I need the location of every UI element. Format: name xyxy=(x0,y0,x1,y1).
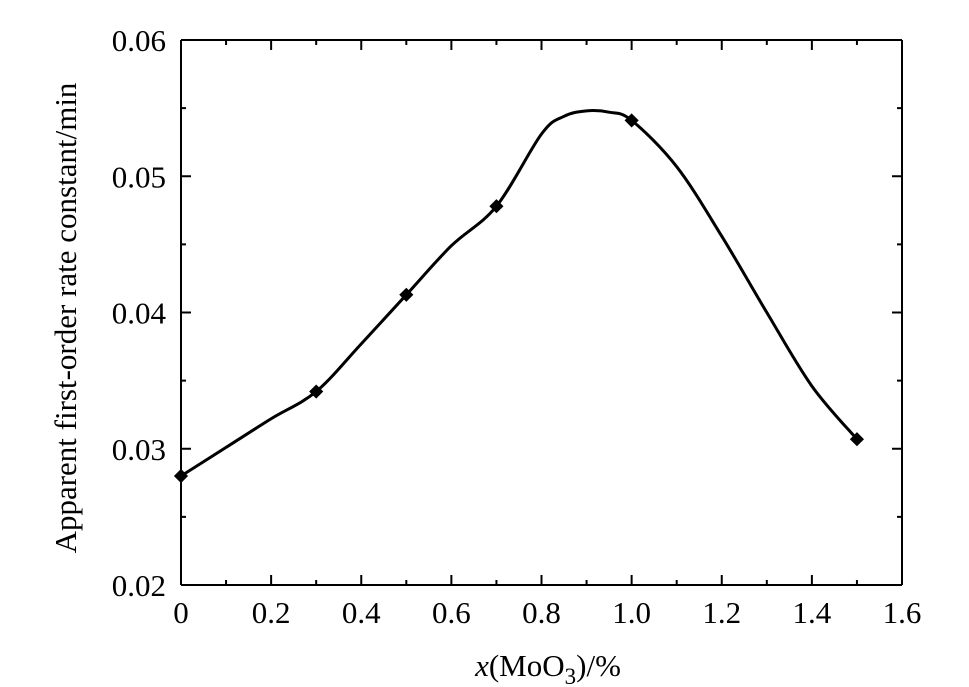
y-tick-label: 0.04 xyxy=(112,296,167,331)
y-tick-label: 0.05 xyxy=(112,159,166,194)
data-point xyxy=(624,113,639,128)
x-ticks: 0 0.2 0.4 0.6 0.8 1.0 1.2 1.4 1.6 xyxy=(173,40,921,630)
data-point xyxy=(849,432,865,447)
x-tick-label: 1.0 xyxy=(612,595,651,630)
x-tick-label: 0.4 xyxy=(342,595,381,630)
y-ticks: 0.02 0.03 0.04 0.05 0.06 xyxy=(112,23,902,603)
x-tick-label: 0.8 xyxy=(522,595,561,630)
plot-frame xyxy=(180,39,903,586)
data-point xyxy=(309,384,324,399)
data-point xyxy=(173,468,189,484)
series-group xyxy=(173,109,865,484)
y-tick-label: 0.02 xyxy=(112,568,166,603)
data-point xyxy=(489,199,504,214)
series-line xyxy=(180,109,859,478)
y-axis-title: Apparent first-order rate constant/min xyxy=(48,82,83,553)
x-tick-label: 0.6 xyxy=(432,595,471,630)
x-tick-label: 1.4 xyxy=(793,595,832,630)
x-tick-label: 0 xyxy=(173,595,189,630)
data-point xyxy=(399,287,414,302)
x-tick-label: 1.2 xyxy=(702,595,741,630)
x-axis-title: x(MoO3)/% xyxy=(474,648,621,687)
x-tick-label: 0.2 xyxy=(252,595,291,630)
y-tick-label: 0.06 xyxy=(112,23,166,58)
y-tick-label: 0.03 xyxy=(112,432,166,467)
x-tick-label: 1.6 xyxy=(883,595,922,630)
